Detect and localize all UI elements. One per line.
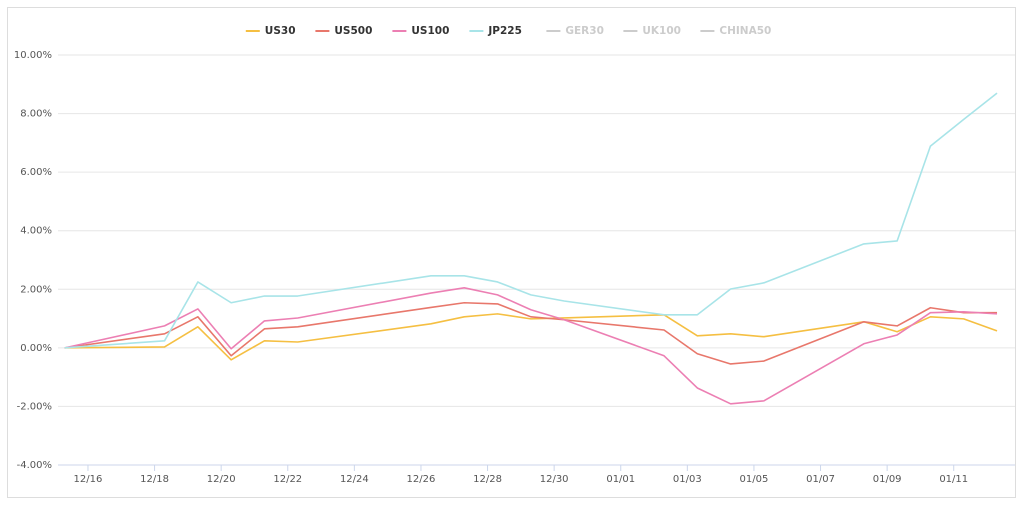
legend-label[interactable]: CHINA50 — [719, 25, 771, 37]
legend-label[interactable]: UK100 — [642, 25, 681, 37]
y-tick-label: 6.00% — [20, 167, 52, 178]
x-tick-label: 12/16 — [74, 474, 103, 485]
legend-label[interactable]: US30 — [265, 25, 296, 37]
legend-label[interactable]: GER30 — [565, 25, 604, 37]
x-tick-label: 12/28 — [473, 474, 502, 485]
y-tick-label: 10.00% — [14, 50, 52, 61]
y-tick-label: 8.00% — [20, 109, 52, 120]
chart-frame — [7, 7, 1016, 498]
x-tick-label: 01/05 — [740, 474, 769, 485]
legend-label[interactable]: US100 — [411, 25, 449, 37]
y-tick-label: 4.00% — [20, 226, 52, 237]
line-series — [64, 92, 998, 349]
x-tick-label: 12/26 — [407, 474, 436, 485]
line-series — [64, 301, 998, 365]
x-tick-label: 01/09 — [873, 474, 902, 485]
x-tick-label: 01/03 — [673, 474, 702, 485]
y-tick-label: -4.00% — [17, 460, 52, 471]
x-tick-label: 12/20 — [207, 474, 236, 485]
y-tick-label: 2.00% — [20, 284, 52, 295]
y-tick-label: -2.00% — [17, 401, 52, 412]
legend-label[interactable]: JP225 — [487, 25, 522, 37]
line-series — [64, 287, 998, 405]
x-tick-label: 12/30 — [540, 474, 569, 485]
x-tick-label: 12/24 — [340, 474, 369, 485]
x-tick-label: 01/01 — [606, 474, 635, 485]
x-tick-label: 01/07 — [806, 474, 835, 485]
x-tick-label: 12/22 — [273, 474, 302, 485]
x-tick-label: 12/18 — [140, 474, 169, 485]
legend-label[interactable]: US500 — [334, 25, 372, 37]
y-tick-label: 0.00% — [20, 343, 52, 354]
x-tick-label: 01/11 — [939, 474, 968, 485]
